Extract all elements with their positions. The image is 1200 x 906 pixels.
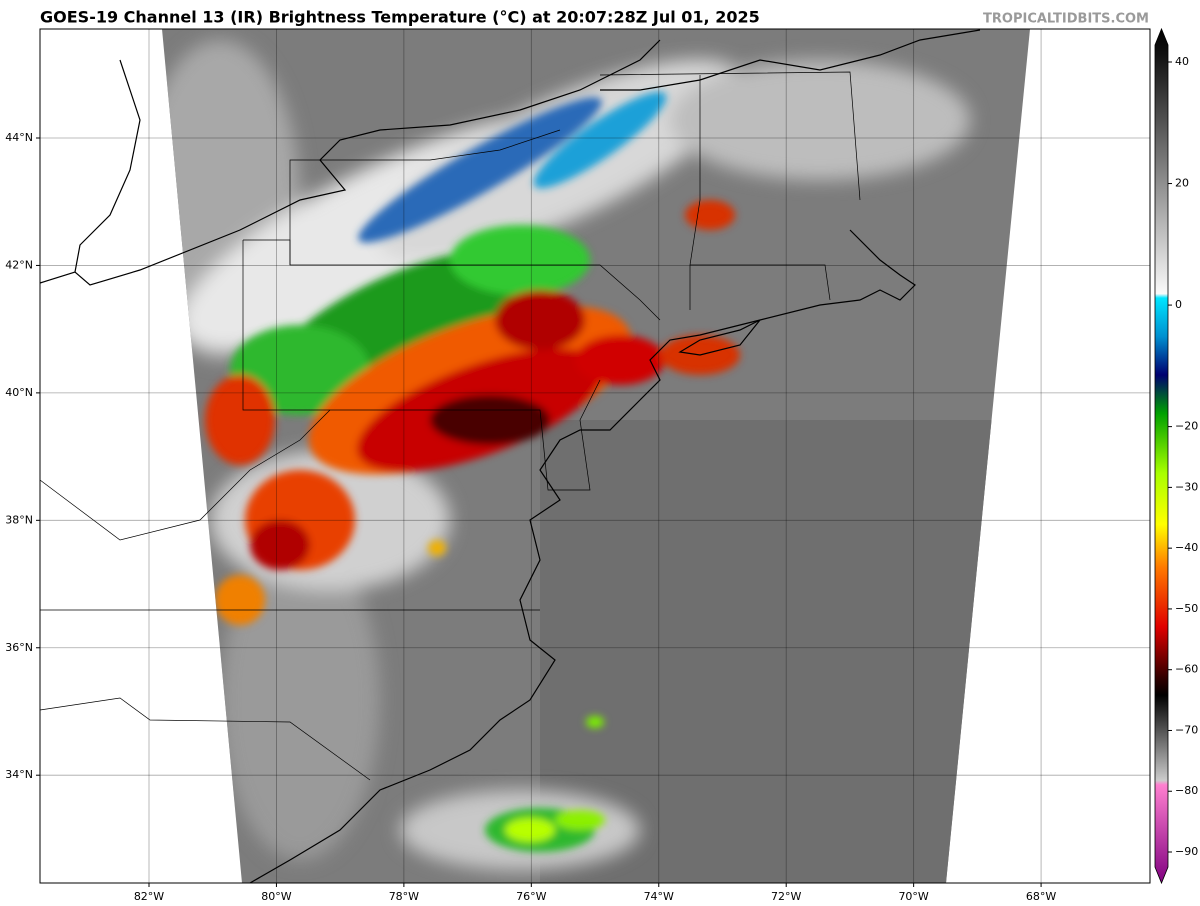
lon-label: 76°W: [516, 890, 546, 903]
colorbar-label: −90: [1175, 845, 1198, 858]
state-borders: [39, 71, 861, 781]
colorbar-label: −80: [1175, 784, 1198, 797]
colorbar-label: −20: [1175, 420, 1198, 433]
lat-label: 44°N: [5, 131, 33, 144]
lat-label: 38°N: [5, 513, 33, 526]
satellite-swath: [162, 29, 1030, 883]
lon-label: 82°W: [134, 890, 164, 903]
colorbar-label: 0: [1175, 298, 1182, 311]
lat-label: 34°N: [5, 768, 33, 781]
lon-label: 68°W: [1026, 890, 1056, 903]
colorbar-label: −30: [1175, 480, 1198, 493]
colorbar-label: 20: [1175, 177, 1189, 190]
lon-label: 72°W: [771, 890, 801, 903]
colorbar-label: −60: [1175, 663, 1198, 676]
lon-label: 70°W: [898, 890, 928, 903]
credit: TROPICALTIDBITS.COM: [983, 12, 1149, 27]
colorbar-label: −40: [1175, 541, 1198, 554]
lat-label: 36°N: [5, 641, 33, 654]
colorbar-label: −70: [1175, 723, 1198, 736]
graticule: 44°N 42°N 40°N 38°N 36°N 34°N 82°W 80°W 78°W 76°W…: [5, 29, 1150, 903]
lat-label: 42°N: [5, 258, 33, 271]
lat-label: 40°N: [5, 386, 33, 399]
lon-label: 78°W: [389, 890, 419, 903]
map-frame: [39, 28, 1151, 884]
colorbar-label: −50: [1175, 602, 1198, 615]
lon-label: 74°W: [644, 890, 674, 903]
colorbar-label: 40: [1175, 55, 1189, 68]
colorbar: [1154, 27, 1169, 885]
title: GOES-19 Channel 13 (IR) Brightness Tempe…: [40, 8, 760, 27]
lon-label: 80°W: [261, 890, 291, 903]
colorbar-ticks: 40 20 0 −20 −30 −40 −50 −60 −70 −80 −90: [1168, 55, 1198, 858]
